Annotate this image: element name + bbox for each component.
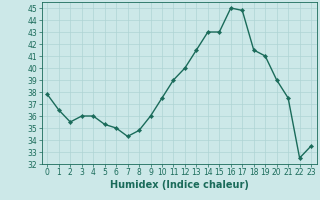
X-axis label: Humidex (Indice chaleur): Humidex (Indice chaleur) [110, 180, 249, 190]
